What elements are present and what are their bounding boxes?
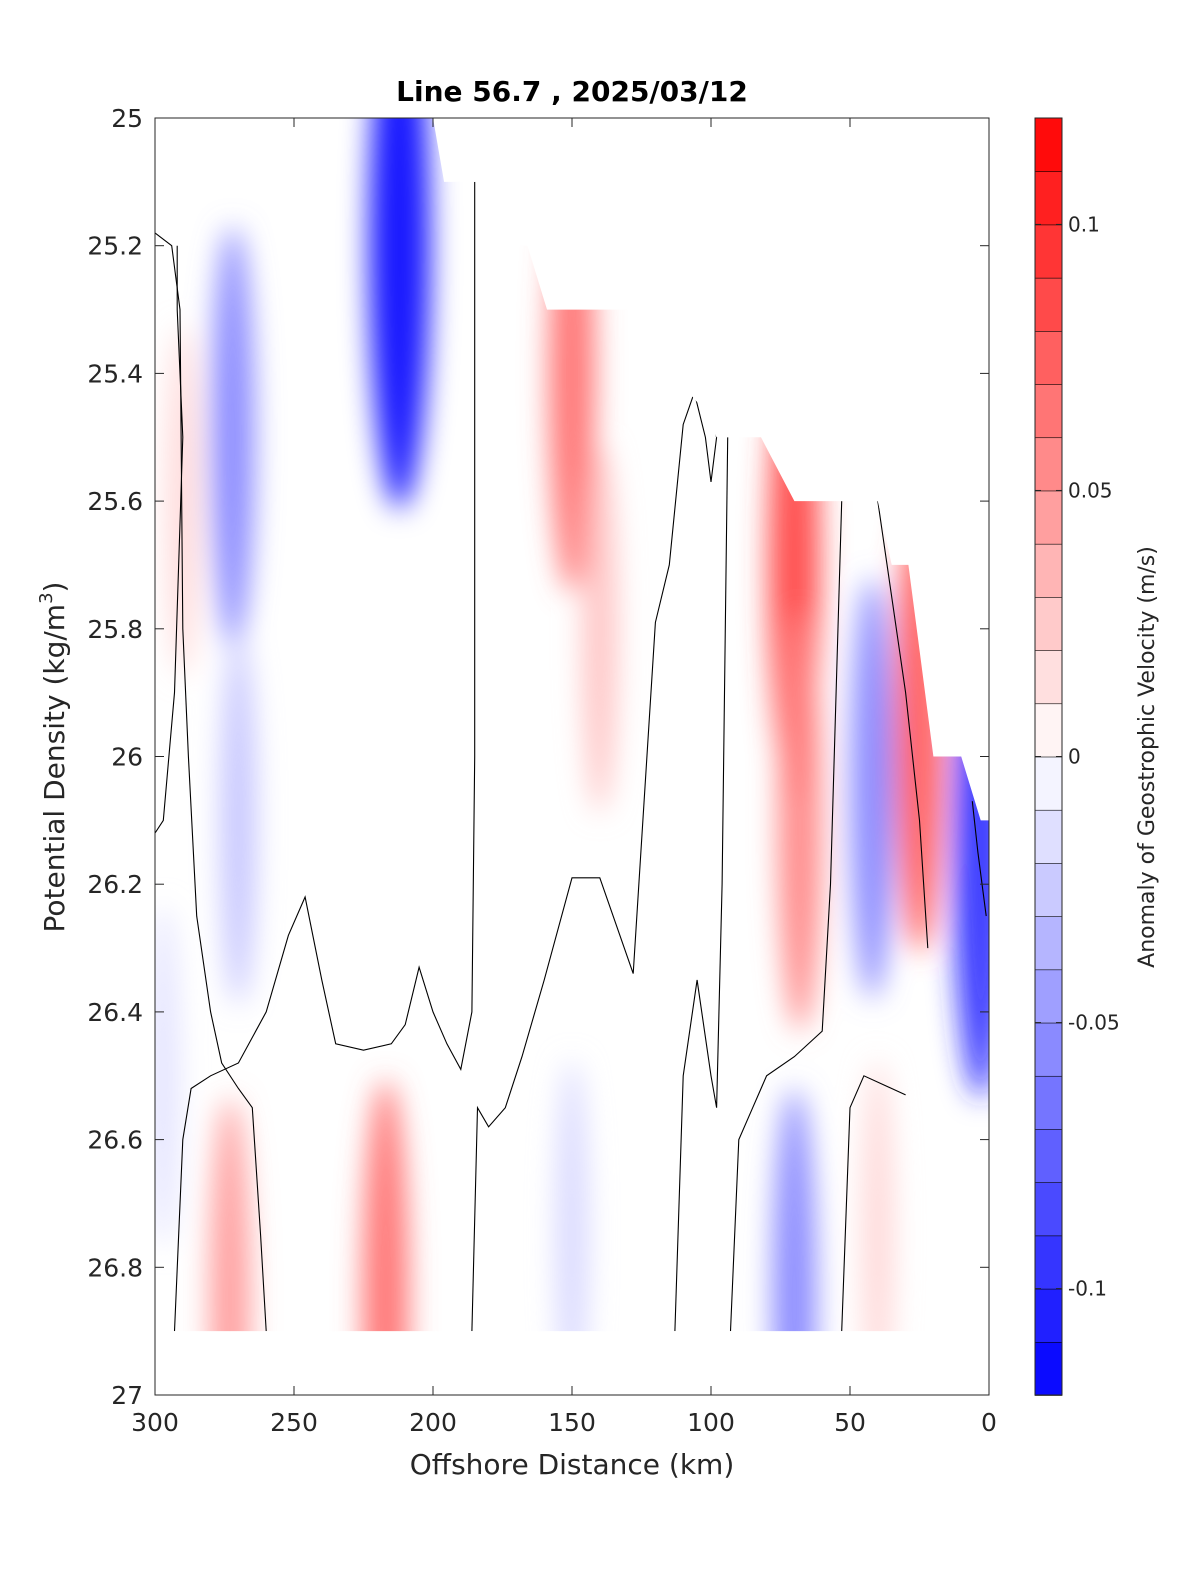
colorbar-label: Anomaly of Geostrophic Velocity (m/s) (1135, 546, 1160, 968)
colorbar-band-1 (1034, 1288, 1063, 1343)
colorbar-band-6 (1034, 1022, 1063, 1077)
zero-contour-3 (471, 390, 718, 1332)
colorbar-band-15 (1034, 543, 1063, 598)
colorbar-tick-label-3: -0.05 (1068, 1011, 1120, 1035)
anomaly-core-8 (850, 577, 894, 1000)
colorbar-band-19 (1034, 330, 1063, 385)
x-tick-label-5: 50 (834, 1408, 866, 1437)
anomaly-core-7 (778, 609, 822, 1032)
colorbar-band-11 (1034, 756, 1063, 811)
y-tick-label-10: 27 (111, 1381, 143, 1410)
colorbar-band-4 (1034, 1128, 1063, 1183)
y-tick-label-4: 25.8 (87, 615, 143, 644)
x-tick-label-0: 300 (131, 1408, 179, 1437)
velocity-anomaly-field (155, 118, 989, 1332)
y-tick-label-3: 25.6 (87, 487, 143, 516)
colorbar-tick-label-1: 0.05 (1068, 478, 1113, 502)
colorbar: 0.1 0.05 0 -0.05 -0.1 Anomaly of Geostrophic… (1034, 117, 1160, 1396)
y-axis-label-superscript: 3 (36, 592, 57, 603)
zero-contour-5 (729, 501, 843, 1332)
colorbar-band-12 (1034, 702, 1063, 758)
zero-contour-7 (877, 501, 929, 949)
x-tick-label-2: 200 (409, 1408, 457, 1437)
plot-frame (154, 117, 990, 1396)
colorbar-band-0 (1034, 1341, 1063, 1396)
y-tick-label-9: 26.8 (87, 1253, 143, 1282)
plot-area (154, 117, 990, 1396)
colorbar-band-10 (1034, 809, 1063, 864)
y-tick-label-2: 25.4 (87, 359, 143, 388)
zero-contour-6 (841, 1075, 906, 1332)
anomaly-core-14 (772, 1088, 816, 1332)
y-tick-label-5: 26 (111, 743, 143, 772)
anomaly-core-4 (582, 444, 617, 814)
x-axis-label: Offshore Distance (km) (410, 1448, 735, 1481)
colorbar-band-18 (1034, 383, 1063, 439)
colorbar-band-2 (1034, 1235, 1063, 1290)
anomaly-core-2 (221, 636, 256, 1005)
anomaly-core-1 (211, 226, 255, 649)
anomaly-blobs (155, 118, 989, 1332)
y-axis-label: Potential Density (kg/m3) (36, 582, 71, 933)
zero-contour-4 (674, 437, 729, 1332)
anomaly-core-11 (362, 1079, 409, 1332)
colorbar-band-5 (1034, 1075, 1063, 1130)
x-tick-label-1: 250 (270, 1408, 318, 1437)
anomaly-core-16 (155, 904, 179, 1248)
colorbar-band-14 (1034, 596, 1063, 651)
y-tick-label-1: 25.2 (87, 232, 143, 261)
colorbar-band-17 (1034, 436, 1063, 492)
colorbar-band-9 (1034, 862, 1063, 917)
colorbar-band-8 (1034, 915, 1063, 971)
zero-contour-2 (173, 181, 476, 1332)
y-tick-label-0: 25 (111, 104, 143, 133)
zero-contour-8 (971, 801, 987, 917)
colorbar-band-16 (1034, 490, 1063, 545)
colorbar-band-20 (1034, 277, 1063, 332)
x-tick-labels: 300 250 200 150 100 50 0 (131, 1408, 997, 1437)
zero-contour-0 (155, 232, 267, 1332)
x-tick-label-4: 100 (687, 1408, 735, 1437)
colorbar-ticks: 0.1 0.05 0 -0.05 -0.1 (1035, 212, 1120, 1301)
y-tick-label-8: 26.6 (87, 1126, 143, 1155)
x-tick-label-6: 0 (981, 1408, 997, 1437)
y-tick-label-6: 26.2 (87, 870, 143, 899)
anomaly-core-15 (862, 1059, 894, 1332)
anomaly-core-0 (369, 118, 431, 510)
colorbar-tick-label-0: 0.1 (1068, 212, 1100, 236)
y-axis-label-main: Potential Density (kg/m (38, 604, 71, 933)
colorbar-band-3 (1034, 1181, 1063, 1237)
x-tick-label-3: 150 (548, 1408, 596, 1437)
colorbar-band-7 (1034, 969, 1063, 1024)
y-tick-label-7: 26.4 (87, 998, 143, 1027)
anomaly-core-5 (167, 325, 199, 677)
colorbar-band-13 (1034, 649, 1063, 705)
anomaly-core-12 (210, 1097, 251, 1332)
colorbar-tick-label-2: 0 (1068, 745, 1081, 769)
colorbar-band-21 (1034, 224, 1063, 279)
anomaly-core-13 (556, 1059, 588, 1332)
colorbar-tick-label-4: -0.1 (1068, 1277, 1107, 1301)
y-axis-label-close: ) (38, 582, 71, 593)
y-tick-labels: 25 25.2 25.4 25.6 25.8 26 26.2 26.4 26.6 26.8 27 (87, 104, 143, 1410)
zero-contour-1 (155, 245, 184, 834)
chart-title: Line 56.7 , 2025/03/12 (396, 75, 748, 108)
zero-contours (155, 181, 987, 1332)
colorbar-band-23 (1034, 117, 1063, 173)
colorbar-band-22 (1034, 170, 1063, 226)
